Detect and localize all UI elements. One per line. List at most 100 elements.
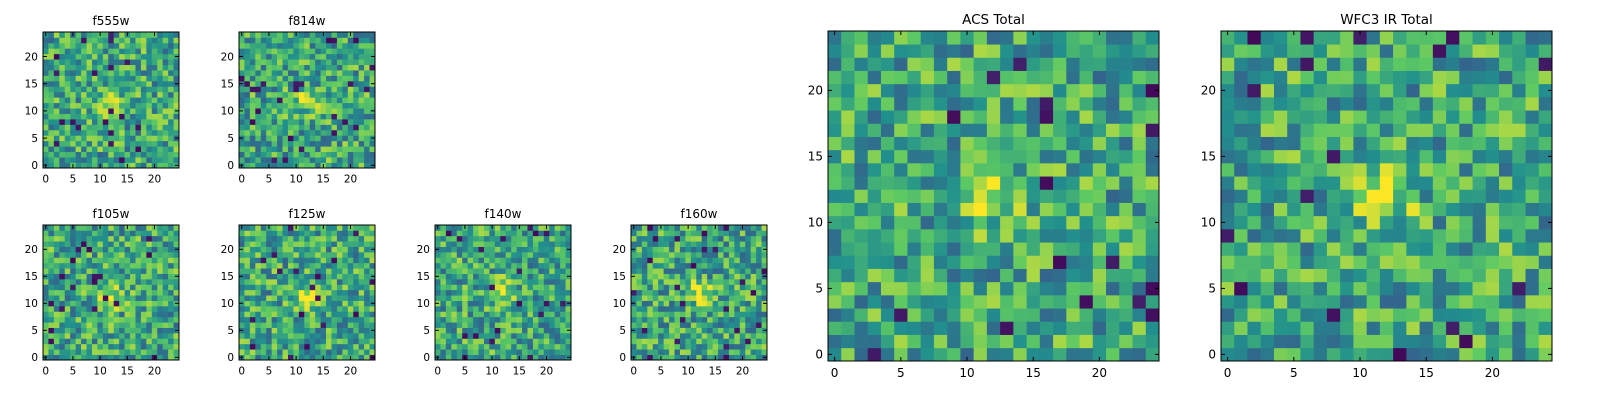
- heatmap-cell: [1119, 229, 1133, 243]
- heatmap-cell: [854, 84, 868, 98]
- heatmap-cell: [479, 355, 485, 361]
- heatmap-cell: [762, 268, 768, 274]
- heatmap-cell: [331, 306, 337, 312]
- heatmap-cell: [921, 71, 935, 85]
- heatmap-cell: [135, 241, 141, 247]
- heatmap-cell: [370, 114, 376, 120]
- heatmap-cell: [97, 311, 103, 317]
- heatmap-cell: [255, 86, 261, 92]
- heatmap-cell: [1300, 216, 1314, 230]
- heatmap-cell: [239, 236, 245, 242]
- heatmap-cell: [907, 348, 921, 362]
- heatmap-cell: [1106, 335, 1120, 349]
- heatmap-cell: [854, 335, 868, 349]
- heatmap-cell: [125, 349, 131, 355]
- heatmap-cell: [566, 333, 572, 339]
- heatmap-cell: [310, 37, 316, 43]
- heatmap-cell: [250, 344, 256, 350]
- heatmap-cell: [81, 284, 87, 290]
- heatmap-cell: [304, 236, 310, 242]
- heatmap-cell: [685, 328, 691, 334]
- heatmap-cell: [244, 114, 250, 120]
- heatmap-cell: [1133, 123, 1147, 137]
- heatmap-cell: [76, 257, 82, 263]
- heatmap-cell: [54, 274, 60, 280]
- heatmap-cell: [734, 317, 740, 323]
- heatmap-cell: [146, 355, 152, 361]
- heatmap-cell: [675, 284, 681, 290]
- heatmap-cell: [310, 70, 316, 76]
- heatmap-cell: [70, 92, 76, 98]
- heatmap-cell: [718, 333, 724, 339]
- heatmap-cell: [489, 236, 495, 242]
- heatmap-cell: [277, 236, 283, 242]
- heatmap-cell: [97, 274, 103, 280]
- heatmap-cell: [440, 333, 446, 339]
- heatmap-cell: [250, 268, 256, 274]
- heatmap-cell: [1053, 123, 1067, 137]
- heatmap-cell: [348, 344, 354, 350]
- heatmap-cell: [331, 152, 337, 158]
- heatmap-cell: [751, 241, 757, 247]
- heatmap-cell: [48, 257, 54, 263]
- heatmap-cell: [76, 119, 82, 125]
- heatmap-cell: [326, 146, 332, 152]
- heatmap-cell: [473, 306, 479, 312]
- heatmap-cell: [130, 252, 136, 258]
- heatmap-cell: [658, 306, 664, 312]
- heatmap-cell: [517, 301, 523, 307]
- heatmap-cell: [664, 268, 670, 274]
- heatmap-cell: [370, 92, 376, 98]
- heatmap-cell: [1539, 242, 1553, 256]
- heatmap-cell: [266, 114, 272, 120]
- heatmap-cell: [157, 311, 163, 317]
- heatmap-cell: [691, 252, 697, 258]
- heatmap-cell: [272, 54, 278, 60]
- heatmap-cell: [108, 124, 114, 130]
- heatmap-cell: [527, 306, 533, 312]
- heatmap-cell: [135, 284, 141, 290]
- heatmap-cell: [130, 306, 136, 312]
- heatmap-cell: [168, 114, 174, 120]
- heatmap-cell: [1367, 189, 1381, 203]
- heatmap-cell: [636, 274, 642, 280]
- heatmap-cell: [680, 236, 686, 242]
- heatmap-cell: [97, 349, 103, 355]
- heatmap-cell: [987, 57, 1001, 71]
- heatmap-cell: [868, 189, 882, 203]
- heatmap-cell: [745, 349, 751, 355]
- heatmap-cell: [533, 225, 539, 231]
- heatmap-cell: [239, 130, 245, 136]
- heatmap-cell: [527, 338, 533, 344]
- y-tick-label: 5: [31, 325, 38, 337]
- heatmap-cell: [315, 146, 321, 152]
- heatmap-cell: [163, 322, 169, 328]
- heatmap-cell: [947, 189, 961, 203]
- heatmap-cell: [1027, 269, 1041, 283]
- heatmap-cell: [881, 242, 895, 256]
- heatmap-cell: [261, 274, 267, 280]
- heatmap-cell: [1013, 229, 1027, 243]
- heatmap-cell: [342, 48, 348, 54]
- heatmap-cell: [1040, 57, 1054, 71]
- heatmap-cell: [636, 241, 642, 247]
- heatmap-cell: [718, 349, 724, 355]
- heatmap-cell: [1420, 203, 1434, 217]
- heatmap-cell: [462, 349, 468, 355]
- heatmap-cell: [1119, 255, 1133, 269]
- heatmap-cell: [1119, 44, 1133, 58]
- heatmap-cell: [364, 114, 370, 120]
- heatmap-cell: [713, 230, 719, 236]
- heatmap-cell: [272, 119, 278, 125]
- heatmap-cell: [283, 301, 289, 307]
- heatmap-cell: [702, 301, 708, 307]
- heatmap-cell: [1473, 229, 1487, 243]
- heatmap-cell: [751, 268, 757, 274]
- heatmap-cell: [489, 263, 495, 269]
- heatmap-cell: [315, 37, 321, 43]
- heatmap-cell: [157, 236, 163, 242]
- heatmap-cell: [462, 241, 468, 247]
- heatmap-cell: [353, 306, 359, 312]
- heatmap-cell: [1247, 348, 1261, 362]
